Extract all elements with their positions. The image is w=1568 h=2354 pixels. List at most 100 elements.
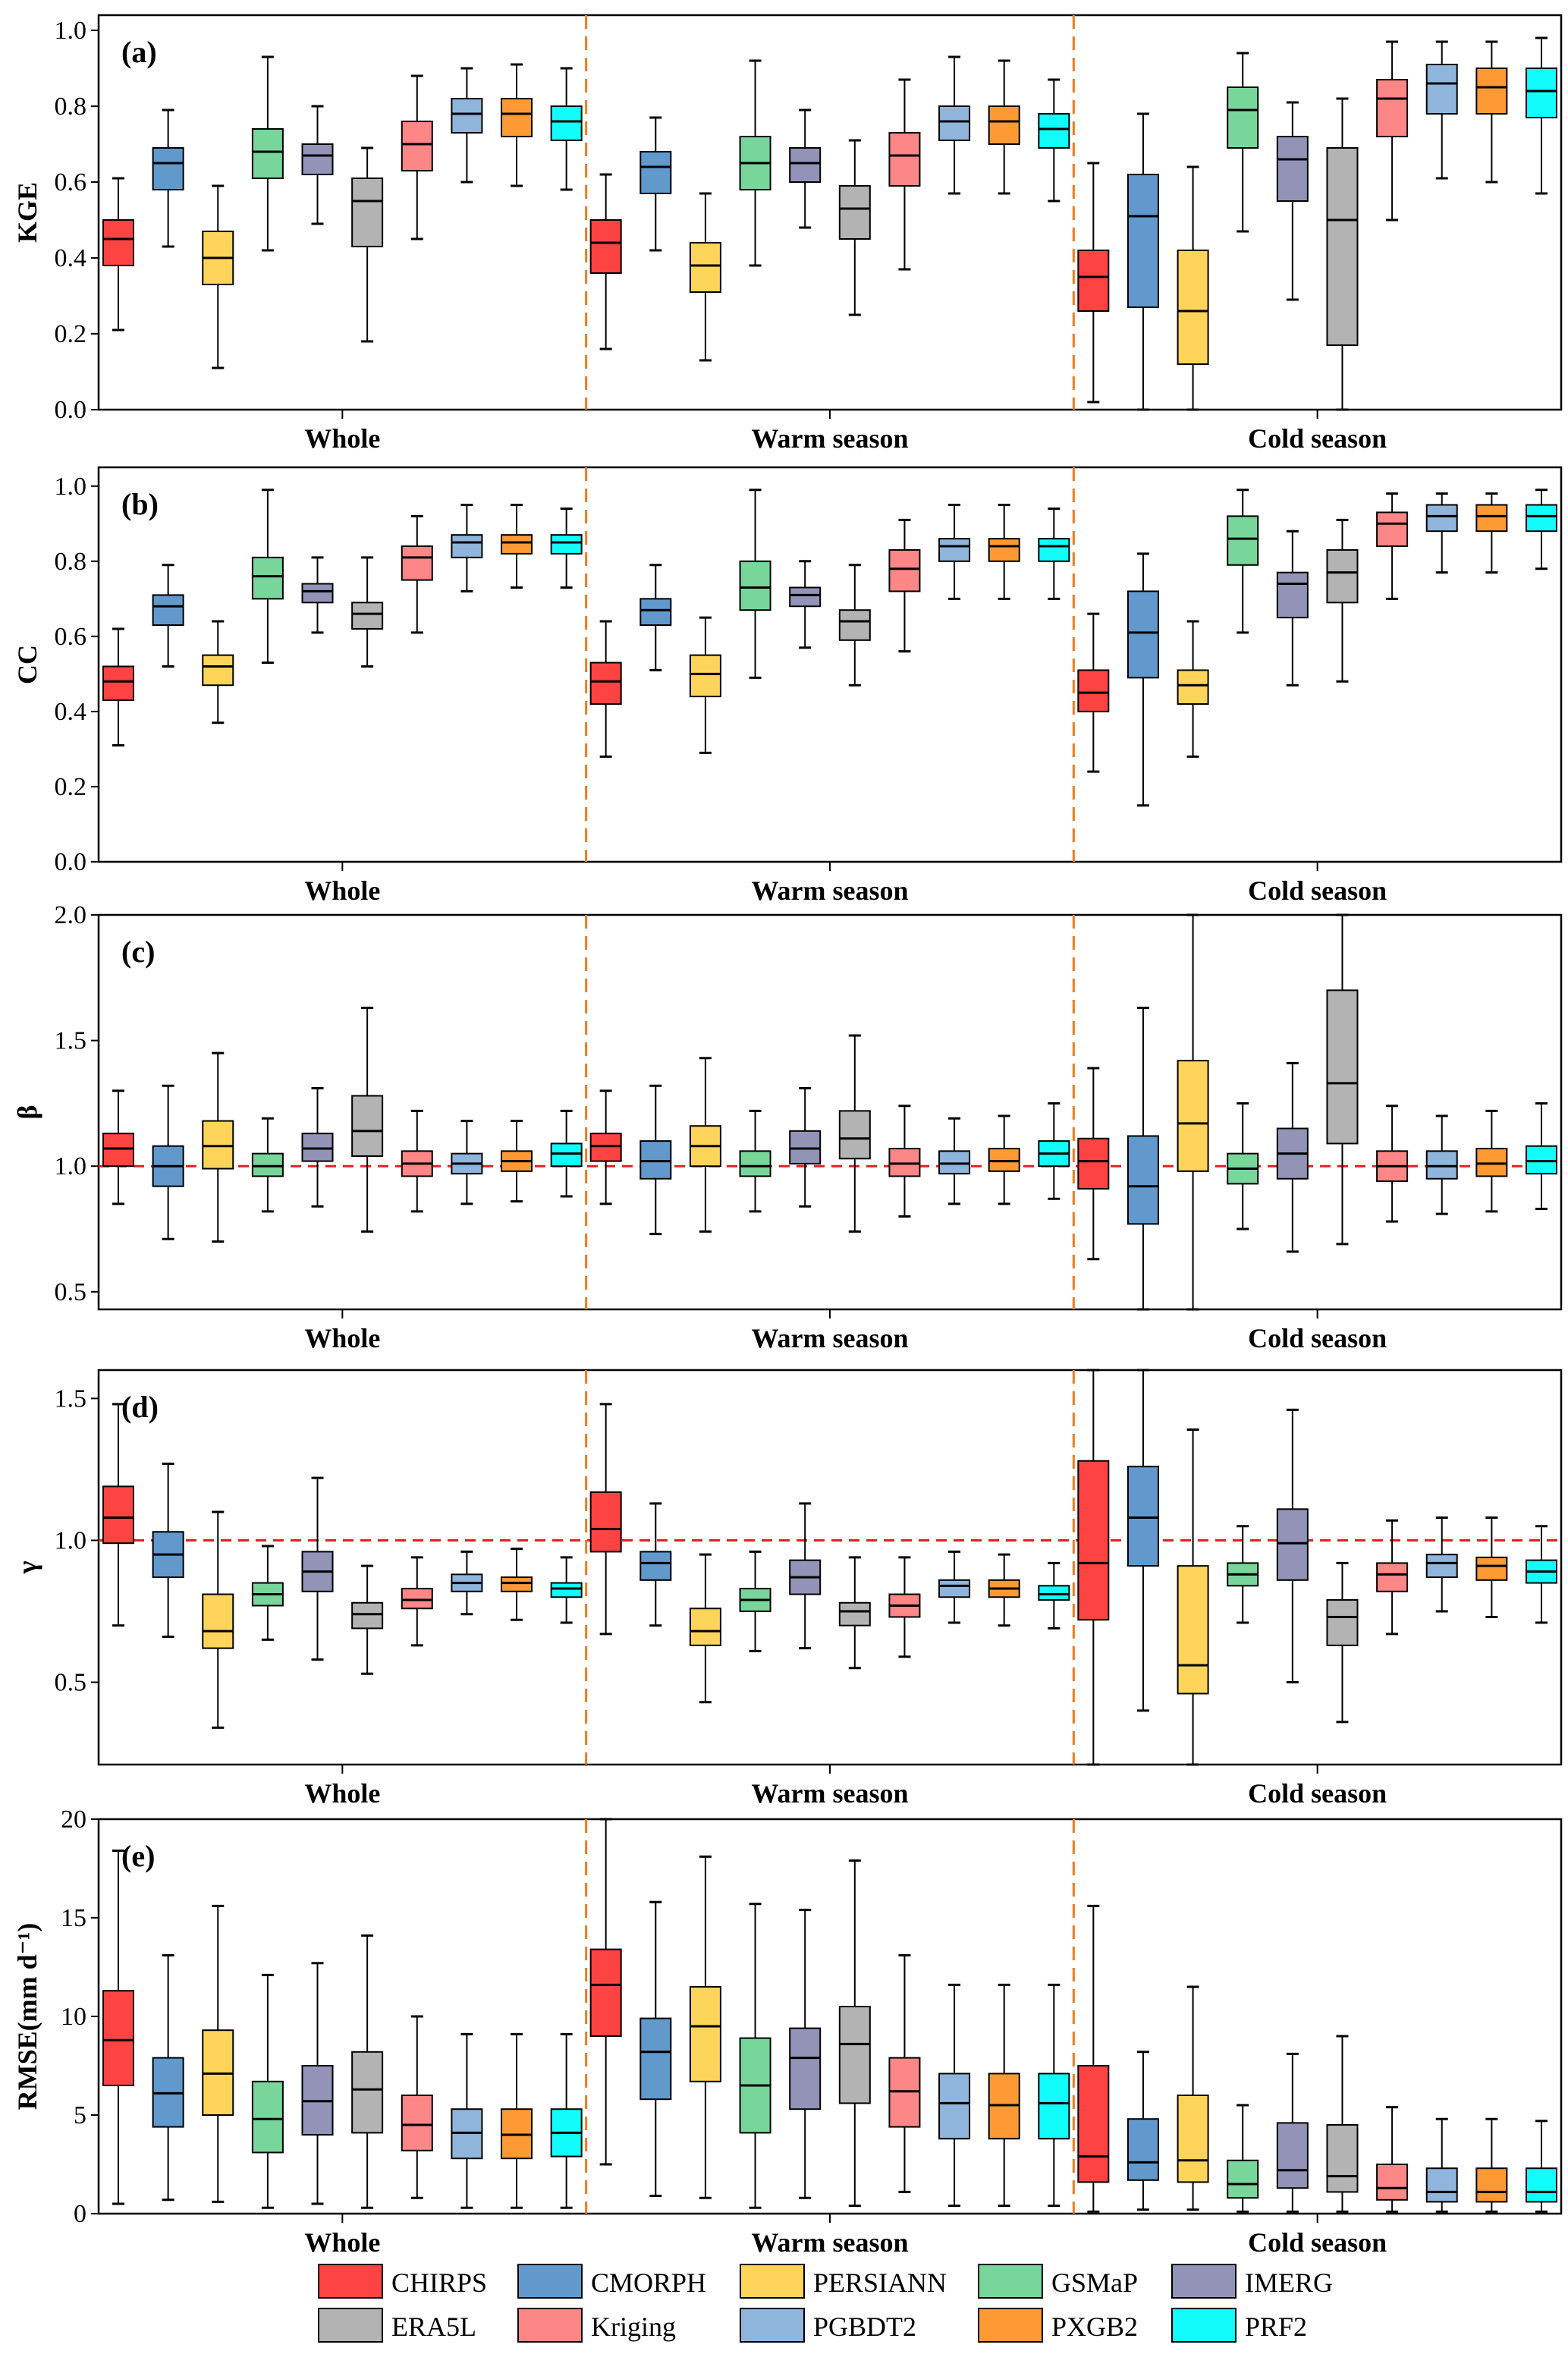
box-iqr [401,1588,433,1610]
box-iqr [501,1576,533,1592]
box-Kriging [888,518,921,653]
box-PERSIANN [1177,620,1209,758]
box-iqr [1177,250,1209,365]
box-GSMaP [1227,1102,1259,1230]
box-ERA5L [838,139,871,316]
y-axis-label: β [12,1105,42,1120]
box-IMERG [301,1962,334,2205]
box-PRF2 [1526,36,1557,195]
box-GSMaP [739,59,771,267]
y-axis-label: γ [12,1560,42,1574]
box-PGBDT2 [938,504,971,600]
legend-label: IMERG [1245,2268,1333,2298]
box-iqr [1038,2073,1070,2140]
group-label: Warm season [752,423,909,454]
panel-4: 0.5 1.0 1.5 γ (d) Whole Warm season Cold season [12,1369,1563,1809]
box-iqr [251,2080,284,2154]
box-ERA5L [838,1556,871,1670]
box-iqr [1376,2164,1409,2201]
box-PERSIANN [1177,1428,1209,1766]
box-PGBDT2 [938,55,971,195]
box-iqr [838,185,871,240]
box-PGBDT2 [1425,492,1458,574]
box-CHIRPS [102,1403,134,1627]
legend-item-GSMaP: GSMaP [978,2264,1138,2299]
box-iqr [1127,1135,1159,1225]
box-IMERG [1276,1061,1309,1253]
y-tick-label: 1.5 [55,1027,87,1055]
box-iqr [789,2027,822,2110]
box-IMERG [789,108,822,229]
box-PXGB2 [501,1120,533,1203]
box-iqr [1326,548,1359,604]
box-Kriging [888,1105,921,1218]
y-tick-label: 0.2 [55,320,87,348]
box-iqr [1227,86,1259,149]
group-label: Cold season [1248,875,1387,906]
box-PRF2 [550,2032,583,2209]
box-iqr [1077,1460,1110,1621]
box-IMERG [1276,101,1309,301]
box-iqr [351,2051,384,2134]
box-PGBDT2 [1425,40,1458,180]
legend-item-CMORPH: CMORPH [517,2264,706,2299]
box-PERSIANN [689,616,721,754]
group-label: Whole [304,1323,380,1353]
group-label: Warm season [752,2227,909,2258]
box-iqr [1038,538,1070,562]
box-iqr [1038,113,1070,149]
y-tick-label: 0.0 [55,848,87,876]
y-tick-label: 0.4 [55,244,87,272]
box-iqr [639,1551,672,1581]
box-GSMaP [1227,1525,1259,1624]
legend-item-PXGB2: PXGB2 [978,2308,1138,2343]
box-PRF2 [1038,1561,1070,1630]
box-IMERG [789,560,822,649]
box-CMORPH [1127,112,1159,411]
box-iqr [938,105,971,141]
box-Kriging [1376,1105,1409,1223]
box-GSMaP [739,1550,771,1652]
box-iqr [1127,590,1159,679]
y-tick-label: 1.0 [55,1526,87,1554]
legend-swatch [517,2308,583,2343]
box-CMORPH [152,1953,184,2202]
box-iqr [1177,1565,1209,1695]
legend-label: PXGB2 [1051,2312,1138,2342]
box-ERA5L [838,1859,871,2208]
box-PRF2 [1526,2120,1557,2213]
legend-item-PERSIANN: PERSIANN [740,2264,947,2299]
box-iqr [301,583,334,604]
box-iqr [1425,1150,1458,1180]
box-CHIRPS [589,1089,622,1205]
box-iqr [789,586,822,608]
legend-item-ERA5L: ERA5L [318,2308,476,2343]
box-iqr [1326,989,1359,1145]
box-iqr [550,1142,583,1168]
panel-label: (b) [121,487,159,521]
box-PERSIANN [1177,165,1209,411]
box-ERA5L [838,564,871,687]
box-iqr [988,105,1020,145]
box-iqr [1276,136,1309,202]
legend-label: PGBDT2 [813,2312,916,2342]
box-PRF2 [1038,507,1070,600]
y-tick-label: 0.0 [55,396,87,424]
box-iqr [1526,1145,1557,1175]
group-label: Cold season [1248,423,1387,454]
box-PXGB2 [501,1548,533,1621]
box-PGBDT2 [451,1550,483,1616]
box-CHIRPS [1077,1067,1110,1261]
box-iqr [202,1593,234,1649]
box-iqr [789,147,822,183]
box-CHIRPS [589,1403,622,1636]
box-Kriging [1376,492,1409,600]
box-PGBDT2 [1425,1114,1458,1215]
box-iqr [501,534,533,555]
box-PXGB2 [501,504,533,589]
box-CMORPH [1127,1369,1159,1712]
box-iqr [1077,2065,1110,2183]
box-CMORPH [152,108,184,248]
box-iqr [1038,1585,1070,1601]
